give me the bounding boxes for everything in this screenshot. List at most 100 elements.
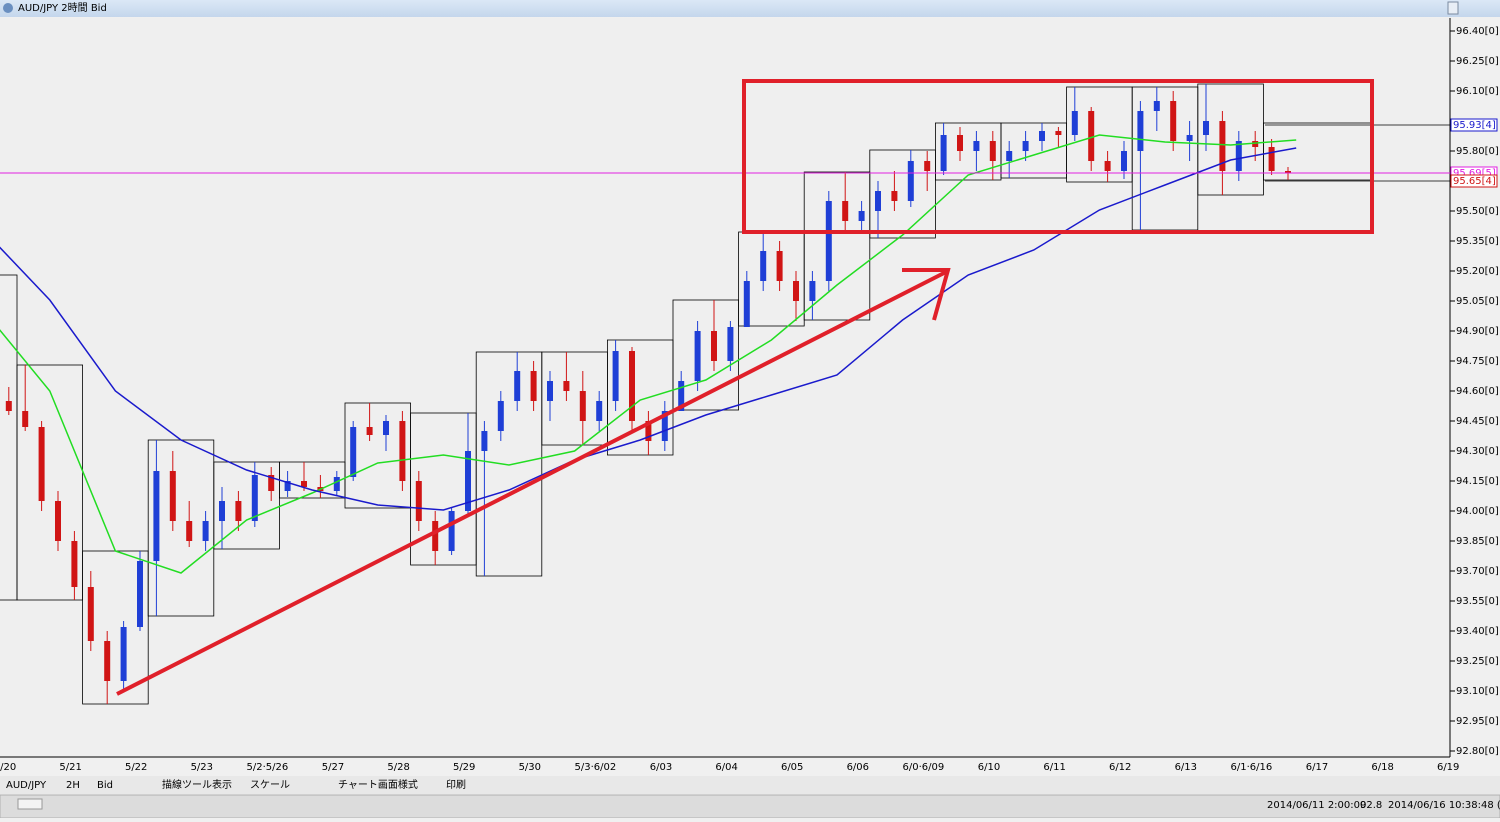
x-tick-label: 5/28 [387,762,409,773]
candle-body [5,401,12,411]
candle-body [694,331,701,381]
moving-average [0,134,1297,574]
app-icon [3,3,13,13]
day-range-box [475,351,543,577]
candle-body [1121,151,1127,171]
candle-body [973,141,980,151]
status-now: 2014/06/16 10:38:48 (Lo [1388,800,1500,811]
candle-body [1203,121,1209,135]
candle-body [776,251,783,281]
x-tick-label: 6/17 [1306,762,1328,773]
candle-body [120,627,127,681]
x-tick-label: 5/2·5/26 [247,762,289,773]
scrollbar-thumb[interactable] [17,798,43,810]
candle-body [793,281,799,301]
title-bar [0,0,1500,17]
candle-body [87,587,94,641]
candle-body [22,411,29,427]
x-tick-label: 6/1·6/16 [1231,762,1273,773]
y-tick-label: 95.35[0] [1456,236,1499,247]
day-range-box [672,299,739,411]
x-tick-label: 6/06 [847,762,869,773]
candle-body [448,511,455,551]
candle-body [1039,131,1045,141]
status-time: 2014/06/11 2:00:00 [1267,800,1366,811]
toolbar-button[interactable]: 印刷 [446,779,466,791]
candle-body [251,475,258,521]
candle-body [219,501,225,521]
y-tick-label: 94.45[0] [1456,416,1499,427]
candle-body [333,477,340,491]
candle-body [284,481,291,491]
window-title: AUD/JPY 2時間 Bid [18,2,107,14]
y-tick-label: 95.05[0] [1456,296,1499,307]
candle-body [842,201,849,221]
candle-body [366,427,373,435]
status-price: 92.8 [1360,800,1382,811]
scroll-button[interactable] [1447,1,1459,15]
candle-body [907,161,914,201]
candle-body [1022,141,1029,151]
candle-body [989,141,996,161]
candle-body [202,521,209,541]
y-tick-label: 94.60[0] [1456,386,1499,397]
candle-body [563,381,570,391]
x-tick-label: 5/23 [191,762,213,773]
y-tick-label: 96.25[0] [1456,56,1499,67]
day-range-box [213,461,280,550]
candle-body [1219,121,1226,171]
candle-body [760,251,767,281]
candle-body [858,211,865,221]
x-tick-label: 6/19 [1437,762,1459,773]
axes: 96.40[0] 96.25[0] 96.10[0] 95.80[0] 95.50[0]… [0,26,1499,773]
candle-body [465,451,471,511]
candle-body [1153,101,1160,111]
toolbar-button[interactable]: AUD/JPY [6,780,47,791]
candle-body [104,641,111,681]
candle-body [678,381,685,411]
day-range-box [869,149,936,239]
candle-body [940,135,947,171]
toolbar-button[interactable]: Bid [97,780,113,791]
x-tick-label: 6/11 [1043,762,1065,773]
x-tick-label: 5/30 [519,762,541,773]
candle-body [1071,111,1078,135]
candle-body [1006,151,1013,161]
candle-body [579,391,586,421]
toolbar-button[interactable]: 表示 [212,778,232,791]
plot-area [0,18,1450,757]
x-tick-label: 6/13 [1175,762,1197,773]
y-tick-label: 92.95[0] [1456,716,1499,727]
candle-body [1055,131,1062,135]
candle-body [301,481,307,487]
candle-body [645,421,652,441]
y-tick-label: 96.10[0] [1456,86,1499,97]
candle-body [481,431,488,451]
toolbar-button[interactable]: 描線ツール [162,778,212,791]
price-tag [1450,174,1498,188]
toolbar-button[interactable]: チャート画面様式 [338,778,418,791]
toolbar-button[interactable]: スケール [250,779,290,791]
x-tick-label: 6/04 [715,762,737,773]
day-range-box [803,171,871,321]
x-tick-label: 6/18 [1371,762,1393,773]
candle-body [383,421,389,435]
candle-body [432,521,439,551]
toolbar-items: AUD/JPY 2H Bid 描線ツール 表示 スケール チャート画面様式 印刷 [6,778,466,791]
candle-body [415,481,422,521]
y-tick-label: 92.80[0] [1456,746,1499,757]
candle-body [1268,147,1275,171]
candle-body [1104,161,1111,171]
candle-body [38,427,45,501]
y-tick-label: 95.20[0] [1456,266,1499,277]
y-tick-label: 93.85[0] [1456,536,1499,547]
candle-body [153,471,160,561]
x-tick-label: 5/3·6/02 [575,762,617,773]
toolbar-button[interactable]: 2H [66,780,80,791]
candle-body [891,191,898,201]
x-tick-label: 6/0·6/09 [903,762,945,773]
moving-average [0,147,1297,511]
day-range-box [16,364,83,601]
